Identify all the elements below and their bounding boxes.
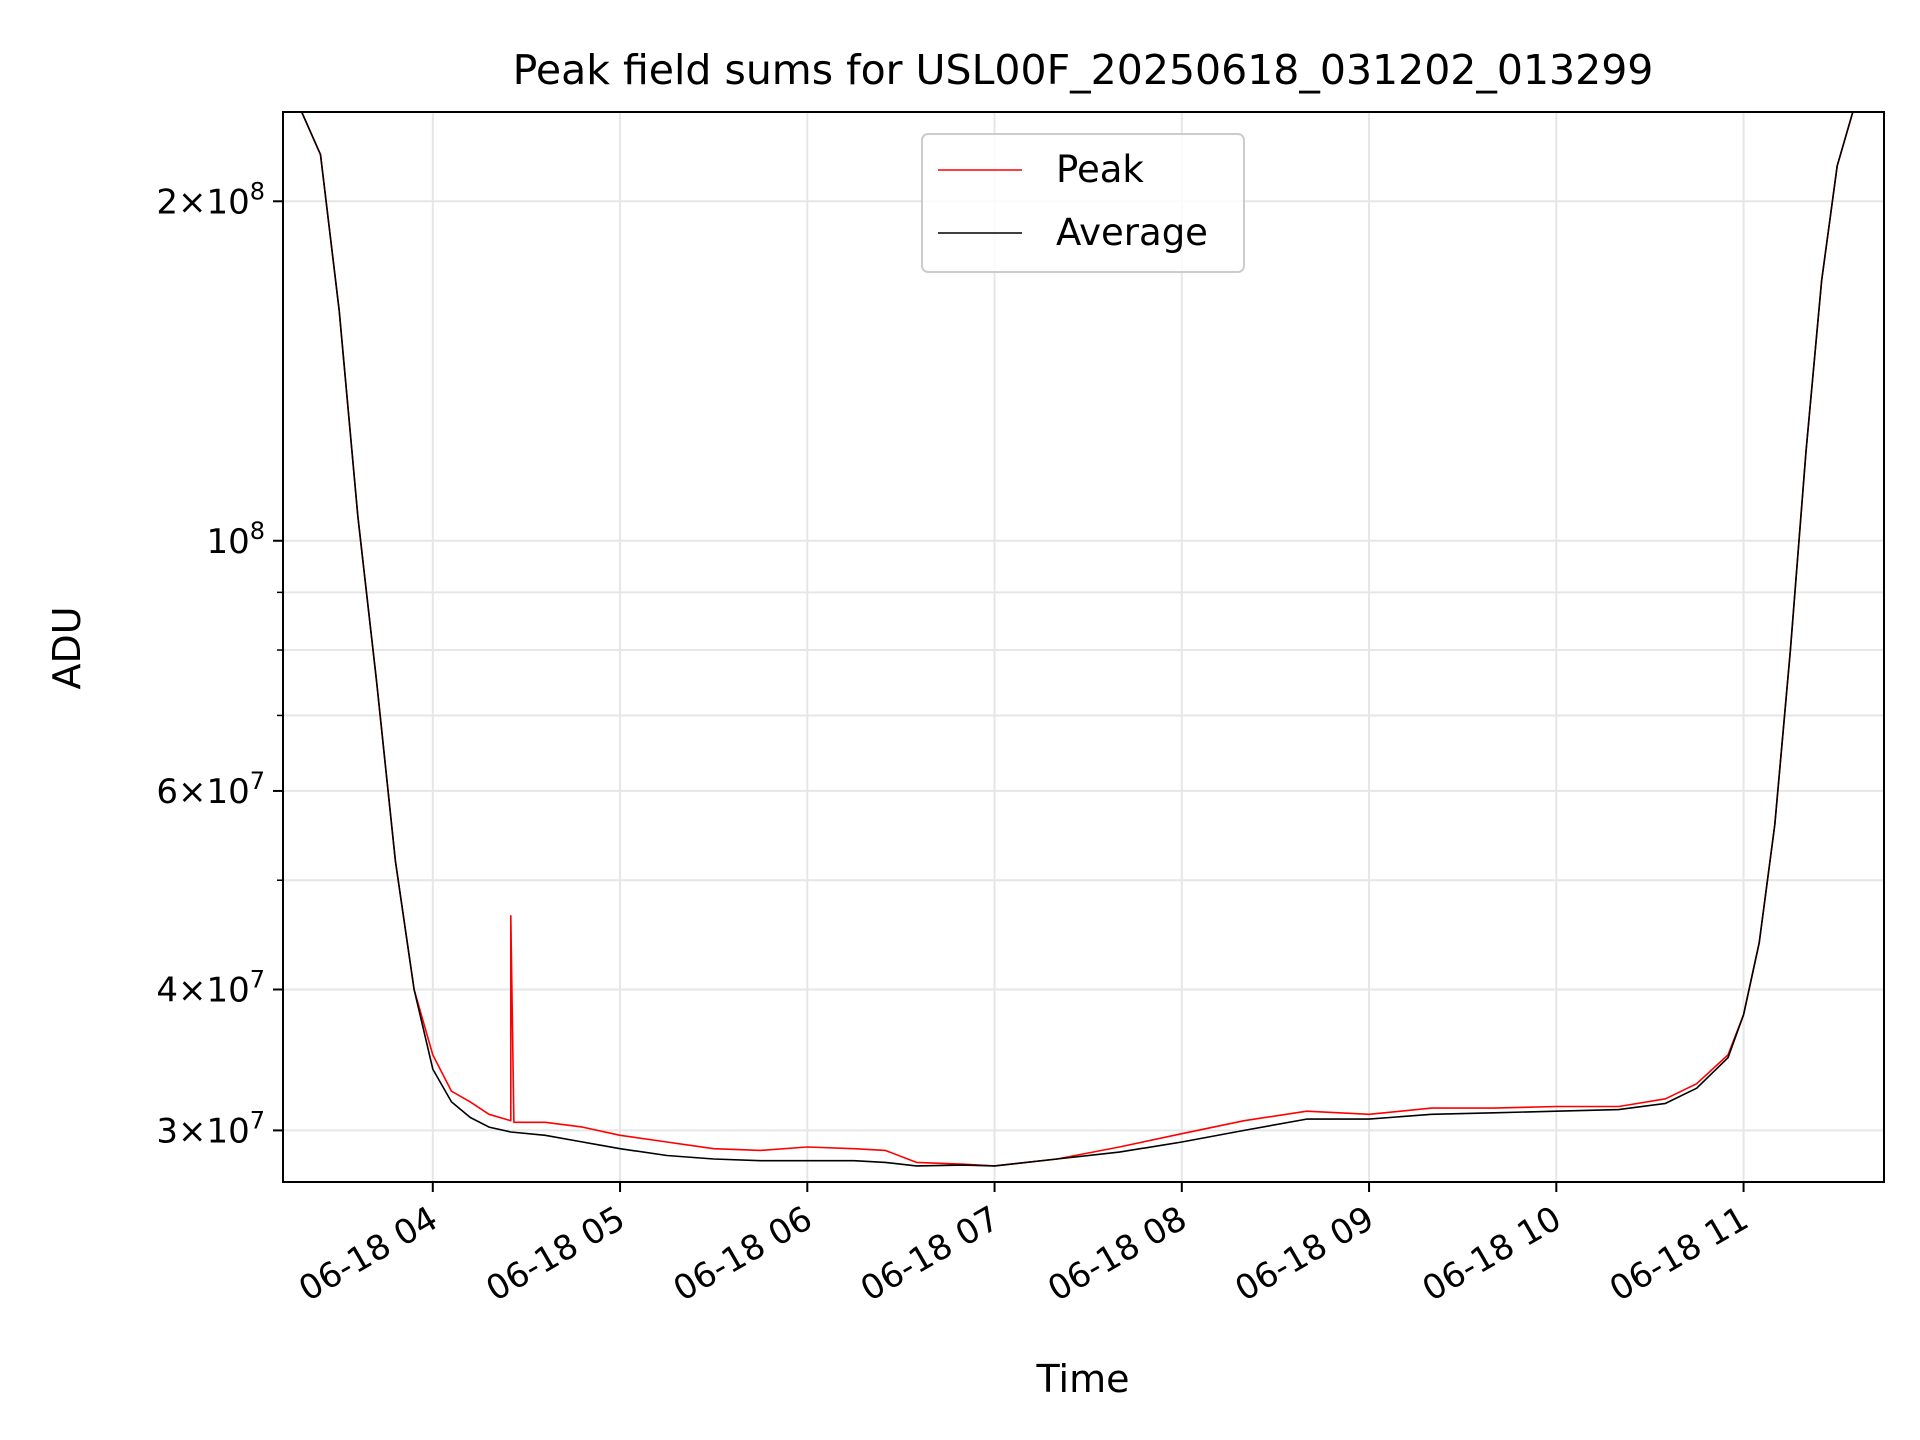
y-tick-label: 108: [206, 517, 265, 562]
gridlines: [283, 112, 1884, 1182]
y-axis: 3×107 4×107 6×107 108 2×108: [156, 177, 283, 1151]
chart-title: Peak field sums for USL00F_20250618_0312…: [513, 46, 1654, 94]
series-layer: [283, 112, 1884, 1167]
legend-label: Peak: [1056, 148, 1144, 191]
legend-box: [921, 133, 1245, 273]
y-axis-label: ADU: [45, 606, 89, 689]
legend: Peak Average: [921, 133, 1245, 273]
x-axis-label: Time: [1036, 1357, 1130, 1401]
y-tick-label: 6×107: [156, 767, 265, 812]
y-tick-label: 2×108: [156, 177, 265, 222]
y-tick-label: 4×107: [156, 966, 265, 1011]
legend-label: Average: [1056, 211, 1208, 254]
y-tick-label: 3×107: [156, 1106, 265, 1151]
plot-frame: [282, 111, 1885, 1183]
series-line-average: [283, 112, 1884, 1167]
